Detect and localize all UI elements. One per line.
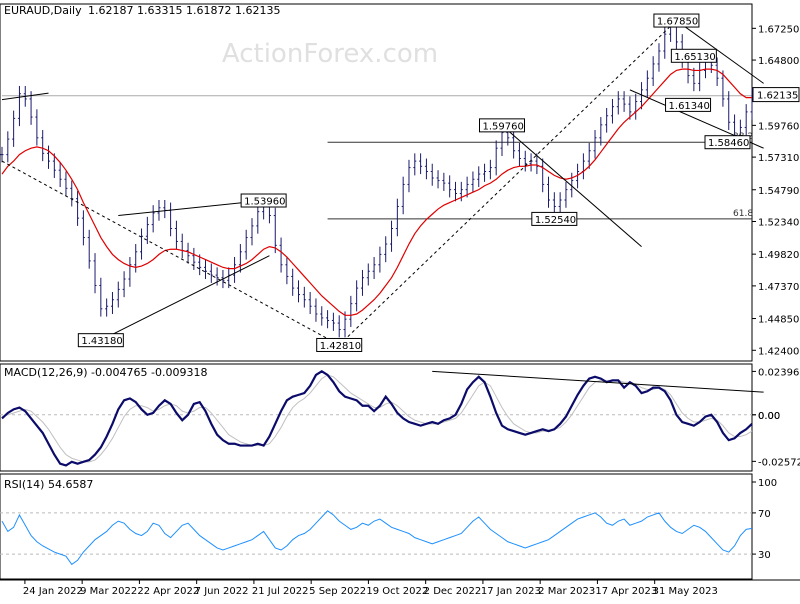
price-trendline: [100, 255, 270, 341]
price-annotation-box: [670, 48, 717, 63]
price-trendline: [338, 20, 677, 346]
x-axis-tick-label: 19 Oct 2022: [366, 586, 428, 597]
x-axis-tick-label: 2 Mar 2023: [538, 586, 595, 597]
price-annotation-label: 1.58460: [708, 138, 749, 149]
price-annotation-box: [531, 211, 578, 226]
price-y-tick-label: 1.49820: [758, 250, 799, 261]
x-axis-tick-label: 22 Apr 2022: [137, 586, 199, 597]
price-annotation-label: 1.53960: [244, 197, 285, 208]
price-annotation-box: [479, 118, 525, 133]
x-axis-tick-label: 17 Jan 2023: [481, 586, 541, 597]
price-annotation-box: [665, 97, 712, 112]
macd-trendline: [432, 370, 764, 393]
rsi-y-tick-label: 30: [758, 550, 771, 561]
price-y-tick-label: 1.59760: [758, 121, 799, 132]
price-y-tick-label: 1.67250: [758, 24, 799, 35]
price-trendline: [1, 160, 340, 346]
price-annotation-box: [316, 337, 363, 352]
price-annotation-label: 1.65130: [674, 52, 715, 63]
price-annotation-label: 1.67850: [657, 17, 698, 28]
rsi-y-tick-label: 100: [758, 478, 777, 489]
last-price-label: 1.62135: [757, 91, 798, 102]
price-y-tick-label: 1.44850: [758, 315, 799, 326]
price-annotation-box: [653, 13, 700, 28]
macd-panel-frame: [0, 363, 753, 472]
x-axis-tick-label: 5 Sep 2022: [309, 586, 366, 597]
rsi-panel-title: RSI(14) 54.6587: [4, 478, 93, 491]
x-axis-tick-label: 2 Dec 2022: [424, 586, 482, 597]
price-annotation-label: 1.43180: [81, 336, 122, 347]
last-price-box: [752, 87, 800, 103]
rsi-panel-frame: [0, 473, 753, 580]
macd-y-tick-label: 0.023963: [758, 367, 800, 378]
price-annotation-box: [704, 135, 751, 150]
x-axis-tick-label: 31 May 2023: [653, 586, 718, 597]
fib-level-label: 61.8: [733, 209, 753, 219]
price-annotation-label: 1.52540: [535, 215, 576, 226]
rsi-y-tick-label: 70: [758, 509, 771, 520]
price-y-tick-label: 1.42400: [758, 346, 799, 357]
x-axis-tick-label: 21 Jul 2022: [252, 586, 309, 597]
macd-panel-title: MACD(12,26,9) -0.004765 -0.009318: [4, 366, 207, 379]
price-trendline: [676, 20, 764, 84]
macd-y-tick-label: -0.025726: [758, 457, 800, 468]
price-annotation-box: [77, 333, 124, 348]
macd-y-tick-label: 0.00: [758, 411, 780, 422]
price-ohlc-values: 1.62187 1.63315 1.61872 1.62135: [88, 4, 280, 17]
price-y-tick-label: 1.64800: [758, 56, 799, 67]
price-annotation-label: 1.59760: [483, 121, 524, 132]
price-panel-title: EURAUD,Daily: [4, 4, 82, 17]
price-trendline: [1, 92, 49, 101]
price-y-tick-label: 1.57310: [758, 153, 799, 164]
price-trendline: [118, 200, 264, 217]
price-y-tick-label: 1.47370: [758, 282, 799, 293]
price-y-tick-label: 1.54790: [758, 186, 799, 197]
price-annotation-box: [240, 193, 287, 208]
watermark-text: ActionForex.com: [222, 39, 438, 69]
price-annotation-label: 1.42810: [320, 341, 361, 352]
price-y-tick-label: 1.52340: [758, 217, 799, 228]
moving-average-line: [1, 68, 752, 316]
x-axis-tick-label: 9 Mar 2022: [80, 586, 137, 597]
x-axis-tick-label: 7 Jun 2022: [195, 586, 249, 597]
price-annotation-label: 1.61340: [669, 101, 710, 112]
rsi-line: [1, 510, 753, 566]
macd-line: [1, 370, 753, 467]
macd-y-tick-label: 0.00: [758, 411, 780, 422]
price-trendline: [501, 124, 642, 248]
x-axis-tick-label: 17 Apr 2023: [595, 586, 657, 597]
x-axis-tick-label: 24 Jan 2022: [23, 586, 83, 597]
